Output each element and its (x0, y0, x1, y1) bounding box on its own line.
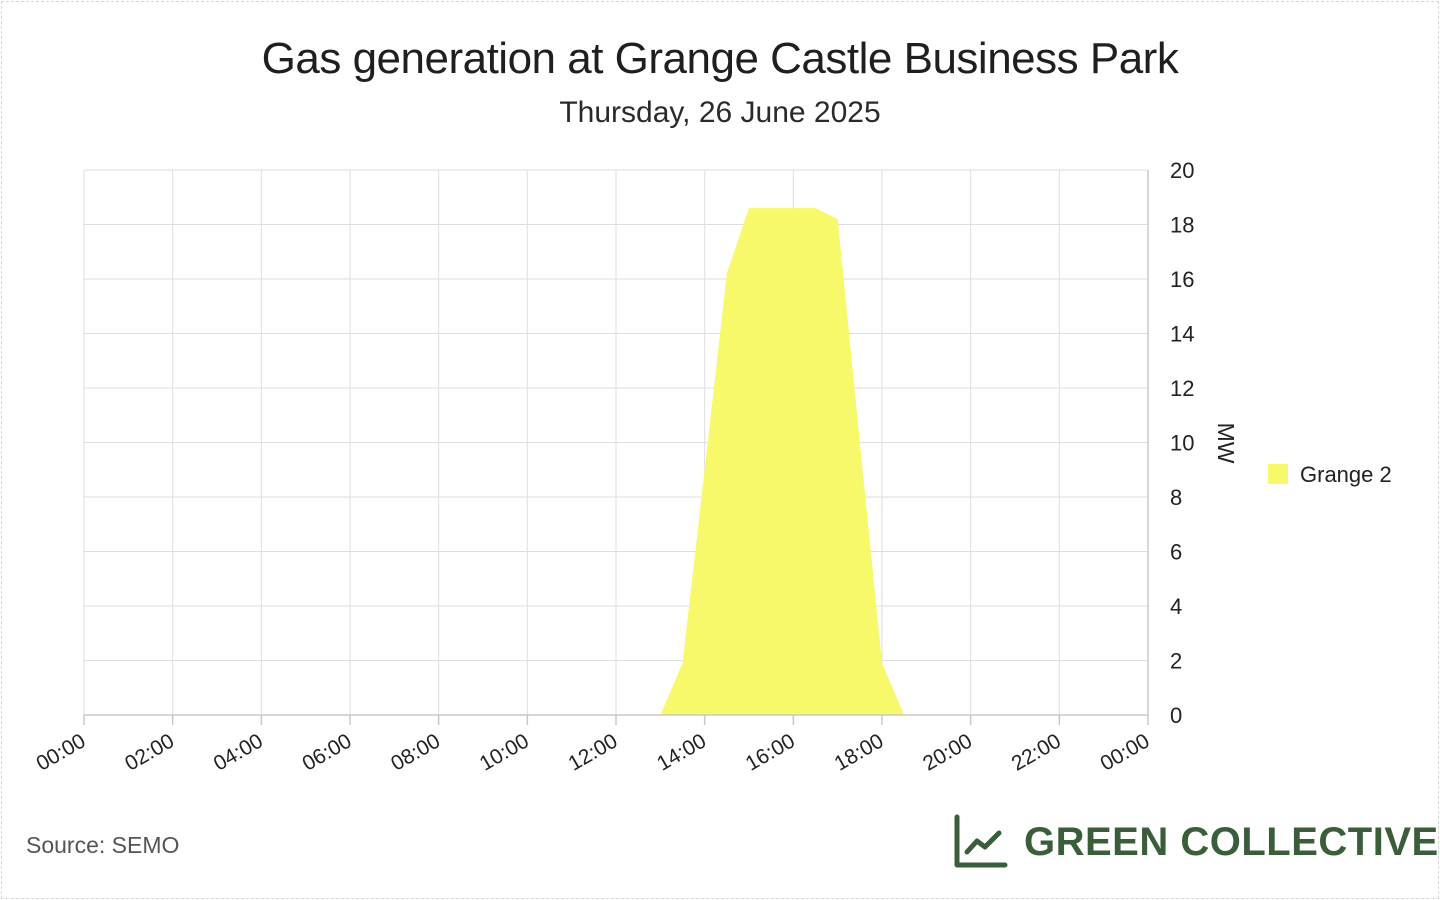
x-tick-label: 20:00 (919, 729, 976, 775)
x-tick-label: 08:00 (387, 729, 444, 775)
x-tick-label: 00:00 (1096, 729, 1153, 775)
y-tick-label: 14 (1170, 322, 1194, 347)
y-tick-label: 4 (1170, 594, 1182, 619)
x-tick-label: 00:00 (32, 729, 89, 775)
y-axis-label: MW (1213, 423, 1239, 464)
legend-swatch-grange-2 (1268, 464, 1288, 484)
y-tick-label: 10 (1170, 431, 1194, 456)
brand-name: GREEN COLLECTIVE (1024, 819, 1439, 864)
x-axis-ticks: 00:00 02:00 04:00 06:00 08:00 10:00 12:00 14:00… (32, 715, 1154, 776)
x-tick-label: 12:00 (564, 729, 621, 775)
x-tick-label: 14:00 (653, 729, 710, 775)
y-tick-label: 12 (1170, 376, 1194, 401)
legend[interactable]: Grange 2 (1268, 462, 1392, 487)
chart-subtitle: Thursday, 26 June 2025 (559, 96, 881, 129)
y-tick-label: 20 (1170, 158, 1194, 183)
brand-logo: GREEN COLLECTIVE (952, 814, 1439, 870)
y-axis-ticks: 0 2 4 6 8 10 12 14 16 18 20 (1170, 158, 1194, 728)
y-tick-label: 16 (1170, 267, 1194, 292)
x-tick-label: 16:00 (742, 729, 799, 775)
y-tick-label: 18 (1170, 213, 1194, 238)
x-tick-label: 18:00 (830, 729, 887, 775)
y-tick-label: 2 (1170, 649, 1182, 674)
legend-label-grange-2: Grange 2 (1300, 462, 1392, 487)
line-chart-icon (954, 814, 1008, 868)
chart-title: Gas generation at Grange Castle Business… (261, 34, 1179, 83)
series-area (660, 208, 905, 715)
y-tick-label: 0 (1170, 703, 1182, 728)
grid-lines (83, 169, 1149, 716)
x-tick-label: 02:00 (121, 729, 178, 775)
x-tick-label: 06:00 (298, 729, 355, 775)
x-tick-label: 04:00 (210, 729, 267, 775)
source-note: Source: SEMO (26, 832, 180, 858)
x-tick-label: 10:00 (476, 729, 533, 775)
x-tick-label: 22:00 (1008, 729, 1065, 775)
y-tick-label: 6 (1170, 540, 1182, 565)
series-area-0 (660, 208, 905, 715)
y-tick-label: 8 (1170, 485, 1182, 510)
